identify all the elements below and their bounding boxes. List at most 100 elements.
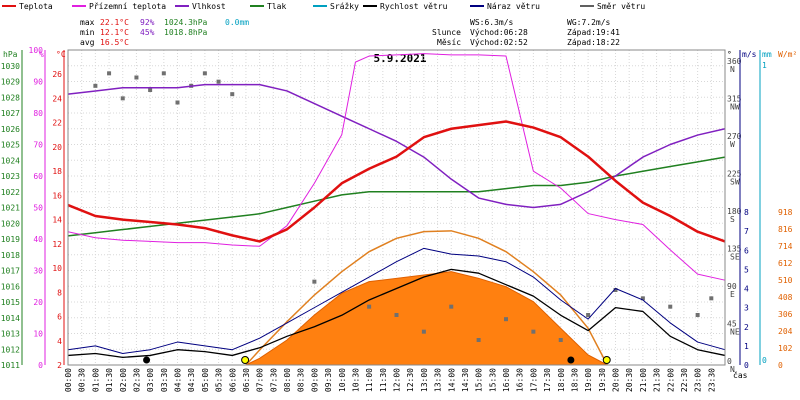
x-tick: 02:30 [132,368,141,392]
pct-tick: 30 [33,267,43,276]
wind-direction-point [134,75,139,80]
x-tick: 14:00 [447,368,456,392]
dir-tick-deg: 180 [727,207,742,216]
stat-min-label: min [80,28,95,37]
x-axis-label: čas [733,370,748,380]
x-tick: 10:30 [351,368,360,392]
temp-tick: 26 [52,70,62,79]
x-tick: 23:30 [707,368,716,392]
x-tick: 14:30 [461,368,470,392]
dir-tick-deg: 135 [727,245,742,254]
dir-tick-card: E [730,290,735,299]
hpa-tick: 1025 [1,141,20,150]
dir-tick-card: SE [730,253,740,262]
x-tick: 07:30 [269,368,278,392]
dir-tick-card: S [730,215,735,224]
x-tick: 09:30 [324,368,333,392]
dir-tick-deg: 360 [727,57,742,66]
temp-tick: 12 [52,240,62,249]
sun-rise-marker [241,356,250,364]
x-tick: 17:00 [529,368,538,392]
stat-max-hum: 92% [140,18,155,27]
dir-tick-card: SW [730,178,740,187]
temp-tick: 8 [57,288,62,297]
x-tick: 21:30 [653,368,662,392]
x-tick: 18:30 [570,368,579,392]
wind-direction-point [312,279,317,284]
ms-tick: 0 [744,361,749,370]
wm2-tick: 408 [778,293,793,302]
hpa-tick: 1016 [1,282,20,291]
stat-moon-set: Západ:18:22 [567,38,620,47]
ms-tick: 3 [744,304,749,313]
x-tick: 16:00 [502,368,511,392]
temp-tick: 2 [57,361,62,370]
x-tick: 08:30 [297,368,306,392]
wind-direction-point [93,83,98,88]
x-tick: 01:00 [91,368,100,392]
pct-tick: 10 [33,330,43,339]
temp-tick: 18 [52,167,62,176]
x-tick: 11:30 [379,368,388,392]
x-tick: 04:00 [174,368,183,392]
series-lines [67,53,726,359]
x-tick: 03:30 [160,368,169,392]
x-tick: 13:00 [420,368,429,392]
x-tick: 06:30 [242,368,251,392]
x-tick: 16:30 [516,368,525,392]
x-tick: 15:30 [488,368,497,392]
plot-frame [67,49,726,366]
x-tick: 19:00 [584,368,593,392]
hpa-tick: 1011 [1,361,20,370]
pct-tick: 40 [33,235,43,244]
pct-tick: 90 [33,78,43,87]
wm2-tick: 816 [778,225,793,234]
dir-tick-card: W [730,140,735,149]
wm2-unit: W/m² [778,50,797,59]
wind-direction-point [120,96,125,101]
pct-tick: 60 [33,172,43,181]
x-tick: 03:00 [146,368,155,392]
x-tick: 21:00 [639,368,648,392]
x-tick: 13:30 [434,368,443,392]
hpa-tick: 1030 [1,62,20,71]
wind-direction-point [161,71,166,76]
wm2-tick: 204 [778,327,793,336]
wind-direction-point [476,338,481,342]
mm-tick-1: 1 [762,61,767,70]
hpa-tick: 1024 [1,156,20,165]
x-tick: 04:30 [187,368,196,392]
x-tick: 06:00 [228,368,237,392]
legend-label-0: Teplota [19,2,53,11]
dir-tick-card: NE [730,328,740,337]
x-tick: 01:30 [105,368,114,392]
x-tick: 02:00 [119,368,128,392]
pct-tick: 0 [38,361,43,370]
wind-direction-layer [93,71,714,342]
mm-unit: mm [762,50,772,59]
stat-min-hum: 45% [140,28,155,37]
pct-unit: % [39,50,44,59]
wind-speed-line [67,268,726,359]
ms-unit: m/s [742,50,757,59]
x-tick: 00:30 [78,368,87,392]
wind-direction-point [175,100,180,105]
wind-direction-point [107,71,112,76]
x-tick: 19:30 [598,368,607,392]
x-tick: 05:00 [201,368,210,392]
dir-unit: ° [727,50,732,59]
wind-direction-point [531,329,536,334]
temp-unit: °C [56,50,66,59]
wind-direction-point [613,288,618,292]
hpa-tick: 1012 [1,345,20,354]
legend-label-4: Srážky [330,2,359,11]
x-tick: 20:30 [625,368,634,392]
solar-theoretical-line [245,230,608,366]
ms-tick: 7 [744,227,749,236]
wind-direction-point [504,317,508,322]
temp-tick: 16 [52,191,62,200]
stat-sun-rise: Východ:06:28 [470,28,528,37]
stat-min-temp: 12.1°C [100,28,129,37]
x-tick: 22:00 [666,368,675,392]
wind-direction-point [449,304,454,309]
